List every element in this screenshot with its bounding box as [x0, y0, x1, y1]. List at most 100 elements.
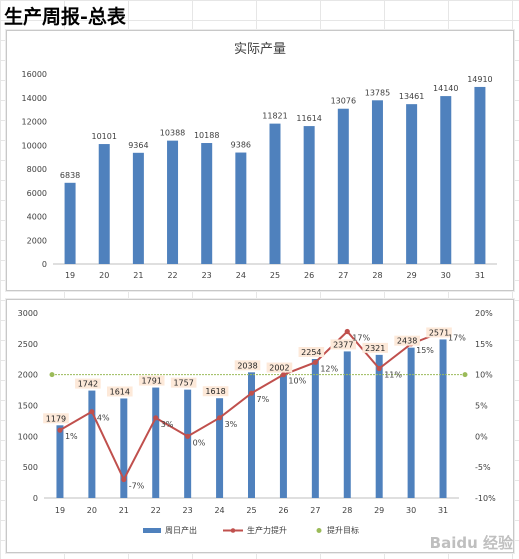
x-tick-label: 28: [372, 271, 382, 280]
productivity-point: [248, 390, 255, 396]
y-right-tick-label: 5%: [475, 402, 488, 411]
bar-data-label: 13785: [365, 88, 390, 97]
x-tick-label: 27: [338, 271, 348, 280]
bar-data-label: 11614: [296, 114, 321, 123]
productivity-point: [216, 415, 223, 421]
y-tick-label: 4000: [27, 213, 47, 222]
x-tick-label: 24: [236, 271, 246, 280]
bar-data-label: 1742: [78, 380, 98, 389]
bar-data-label-bg: [170, 377, 197, 388]
x-tick-label: 24: [214, 506, 224, 515]
bar-data-label-bg: [234, 360, 261, 371]
bar-data-label-bg: [138, 375, 165, 386]
bar: [167, 140, 179, 264]
line-data-label: 17%: [352, 334, 370, 343]
productivity-point: [280, 372, 287, 378]
legend-target-label: 提升目标: [327, 525, 359, 535]
bar-data-label: 6838: [60, 171, 80, 180]
y-left-tick-label: 2000: [18, 371, 38, 380]
bar: [98, 144, 110, 264]
bar-data-label-bg: [426, 327, 452, 338]
x-tick-label: 19: [65, 271, 75, 280]
legend-target-marker: [316, 528, 322, 533]
bar: [152, 387, 160, 498]
line-data-label: 3%: [225, 420, 238, 429]
bar-data-label: 14910: [467, 75, 492, 84]
y-right-tick-label: -5%: [475, 463, 491, 472]
bar-data-label-bg: [266, 362, 293, 373]
bar: [120, 398, 128, 498]
y-right-tick-label: 15%: [475, 340, 493, 349]
productivity-point: [89, 409, 95, 415]
line-data-label: 4%: [97, 414, 110, 423]
bar-data-label: 1791: [142, 377, 162, 386]
x-tick-label: 22: [151, 506, 161, 515]
bar: [439, 339, 447, 498]
bar: [440, 96, 452, 265]
watermark: Baidu 经验: [429, 534, 513, 552]
bar: [407, 347, 415, 498]
bar-data-label-bg: [75, 378, 101, 389]
x-tick-label: 30: [441, 271, 451, 280]
bar-data-label: 10188: [194, 131, 219, 140]
x-tick-label: 25: [246, 506, 256, 515]
target-marker: [462, 372, 468, 378]
bar: [337, 108, 349, 264]
bar-data-label: 2571: [429, 328, 449, 337]
x-tick-label: 23: [202, 271, 212, 280]
y-tick-label: 14000: [22, 94, 47, 103]
x-tick-label: 21: [119, 506, 129, 515]
bar-data-label: 2254: [301, 348, 321, 357]
target-marker: [49, 372, 55, 378]
bar: [474, 86, 486, 264]
bar-data-label: 13461: [399, 92, 424, 101]
bar-data-label-bg: [43, 413, 69, 424]
bar: [235, 152, 247, 264]
y-tick-label: 6000: [27, 189, 47, 198]
bar: [311, 359, 319, 498]
y-tick-label: 0: [42, 260, 47, 269]
productivity-point: [376, 365, 382, 372]
line-data-label: 0%: [193, 438, 206, 447]
bar: [248, 372, 255, 498]
bar-data-label: 2438: [397, 337, 417, 346]
bar-data-label: 14140: [433, 84, 458, 93]
productivity-point: [185, 433, 191, 439]
productivity-point: [344, 328, 350, 335]
line-data-label: -7%: [129, 482, 145, 491]
legend-bar-swatch: [143, 528, 161, 533]
bar-data-label: 2321: [365, 344, 385, 353]
x-tick-label: 22: [167, 271, 177, 280]
y-tick-label: 8000: [27, 165, 47, 174]
x-tick-label: 19: [55, 506, 65, 515]
chart-weekly-output-svg: 0 500 1000 1500 2000 2500 3000 -10% -5% 0% 5% 10% 15…: [18, 309, 496, 535]
bar-data-label-bg: [330, 339, 357, 350]
x-tick-label: 30: [406, 506, 416, 515]
bar: [64, 182, 76, 264]
bar-data-label-bg: [394, 335, 420, 346]
bar-data-label: 2002: [269, 364, 289, 373]
legend-bar-label: 周日产出: [165, 525, 197, 535]
line-data-label: 11%: [384, 371, 402, 380]
bar: [406, 104, 418, 264]
bar: [269, 123, 281, 264]
x-tick-label: 21: [133, 271, 143, 280]
y-left-tick-label: 3000: [18, 309, 38, 318]
x-tick-label: 25: [270, 271, 280, 280]
legend-line-label: 生产力提升: [247, 525, 287, 535]
productivity-point: [121, 476, 127, 483]
chart-weekly-output[interactable]: 0 500 1000 1500 2000 2500 3000 -10% -5% 0% 5% 10% 15…: [6, 299, 514, 553]
y-right-tick-label: 10%: [475, 371, 493, 380]
y-left-tick-label: 500: [23, 463, 38, 472]
bar: [184, 389, 192, 498]
bar-data-label-bg: [298, 347, 325, 358]
bar-data-label: 13076: [331, 97, 356, 106]
bar: [279, 374, 287, 498]
bar: [343, 351, 351, 498]
y-left-tick-label: 1500: [18, 402, 38, 411]
bar-data-label: 2038: [237, 361, 257, 370]
bar-data-label: 1618: [205, 387, 225, 396]
chart-actual-output[interactable]: 实际产量 0 2000 4000 6000 8000 10000 12000 14000 1600…: [6, 30, 514, 291]
x-tick-label: 28: [342, 506, 352, 515]
x-tick-label: 29: [374, 506, 384, 515]
